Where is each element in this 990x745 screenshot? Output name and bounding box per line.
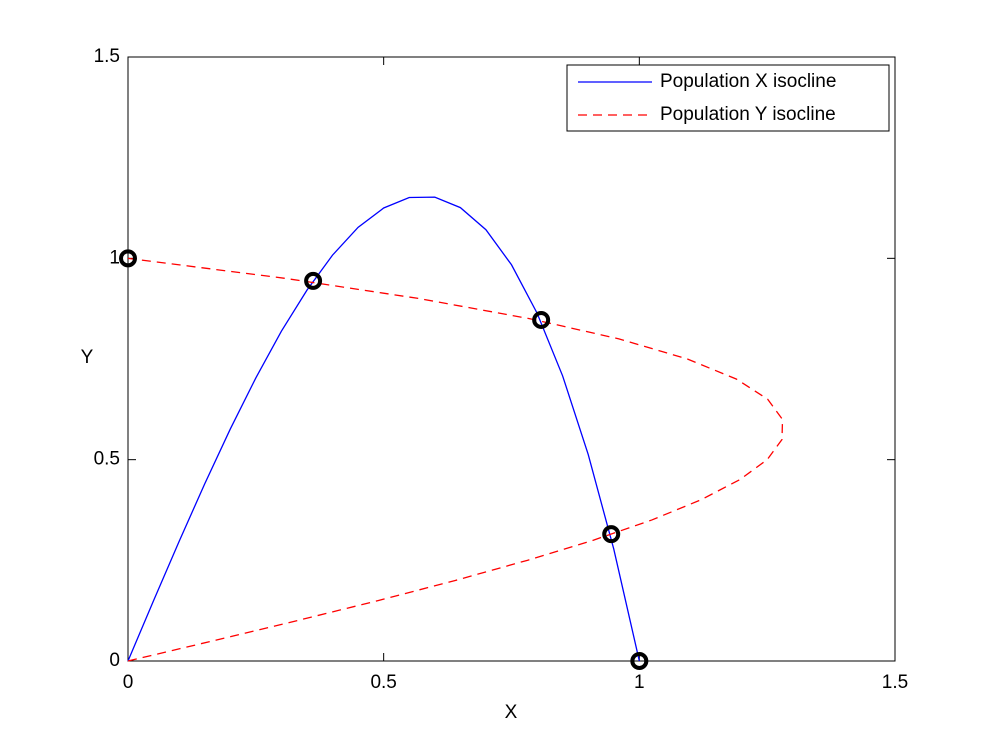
legend-label: Population Y isocline [660,104,836,125]
equilibrium-point [602,525,621,544]
x-tick-label: 0.5 [370,672,396,693]
y-tick-label: 0.5 [94,449,120,470]
legend-box [566,64,890,132]
plot-frame [127,56,896,662]
equilibrium-point [304,271,323,290]
isocline-line [127,257,784,662]
isocline-line [127,196,640,662]
equilibrium-point [630,652,649,670]
y-axis-label: Y [81,347,94,368]
x-axis-label: X [505,702,518,723]
y-tick-label: 1 [109,247,120,268]
x-tick-label: 0 [123,672,134,693]
equilibrium-point [119,249,137,268]
y-tick-label: 0 [109,650,120,671]
x-tick-label: 1 [634,672,645,693]
equilibrium-point [532,310,551,329]
y-tick-label: 1.5 [94,46,120,67]
legend-label: Population X isocline [660,71,836,92]
x-tick-label: 1.5 [882,672,908,693]
